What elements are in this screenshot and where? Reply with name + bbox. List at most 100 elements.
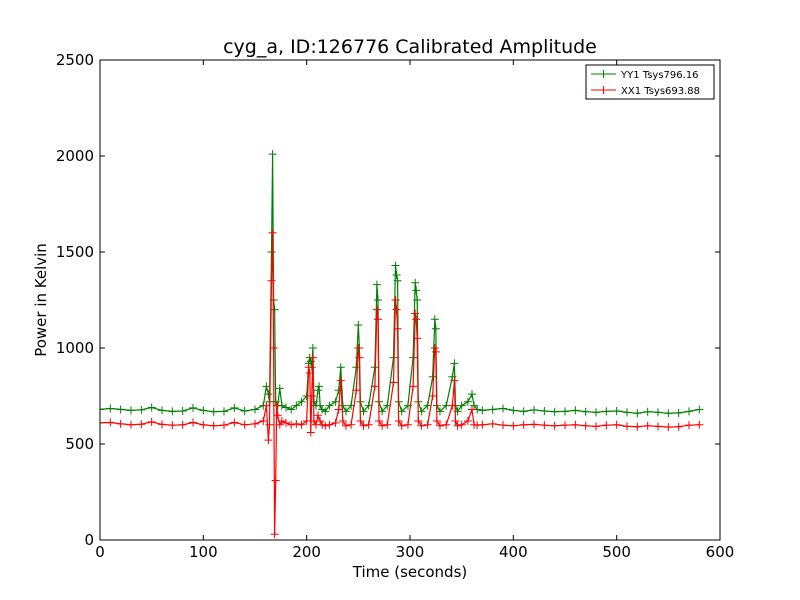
data-point-xx1 [442,420,451,429]
data-point-xx1 [147,417,156,426]
data-point-yy1 [488,405,497,414]
data-point-yy1 [292,401,301,410]
data-point-yy1 [251,405,259,414]
data-point-yy1 [372,280,381,289]
data-point-xx1 [316,416,325,425]
data-point-xx1 [287,420,296,429]
data-point-xx1 [302,416,311,425]
data-point-yy1 [664,409,673,418]
x-tick-label: 600 [706,543,735,561]
data-point-yy1 [468,390,476,399]
data-point-xx1 [325,420,334,429]
data-point-xx1 [488,419,497,428]
data-point-yy1 [623,408,631,417]
data-point-xx1 [450,376,459,385]
data-point-yy1 [106,404,115,413]
data-point-xx1 [158,420,166,429]
data-point-xx1 [321,421,330,430]
chart-title: cyg_a, ID:126776 Calibrated Amplitude [223,36,597,58]
data-point-xx1 [431,347,440,356]
data-point-yy1 [430,315,439,324]
data-point-yy1 [457,401,466,410]
data-point-yy1 [262,382,271,391]
data-point-yy1 [581,407,590,416]
data-point-xx1 [220,421,228,430]
data-point-yy1 [209,407,218,416]
data-point-yy1 [550,407,559,416]
legend: YY1 Tsys796.16 XX1 Tsys693.88 [585,64,715,100]
data-point-yy1 [268,150,277,159]
data-point-xx1 [378,421,387,430]
data-point-yy1 [308,344,317,352]
data-point-xx1 [282,418,290,427]
data-point-xx1 [240,420,249,429]
data-point-yy1 [423,401,432,410]
data-point-xx1 [334,405,343,414]
data-point-xx1 [428,392,437,400]
data-point-xx1 [230,418,239,427]
data-point-yy1 [341,407,350,416]
data-point-xx1 [633,422,642,431]
data-point-xx1 [306,428,315,437]
data-point-yy1 [271,397,280,406]
data-point-xx1 [267,276,276,285]
legend-marker-xx1 [599,86,608,94]
data-point-xx1 [270,530,279,539]
data-point-xx1 [383,420,392,429]
y-tick-label: 0 [84,531,94,549]
data-point-xx1 [478,420,487,429]
data-point-yy1 [499,404,507,413]
data-point-xx1 [453,421,462,430]
data-point-xx1 [411,309,420,318]
data-point-yy1 [352,363,361,372]
data-point-xx1 [499,421,507,430]
data-point-xx1 [341,421,350,430]
data-point-xx1 [432,416,441,425]
data-point-yy1 [314,386,323,395]
data-point-xx1 [457,420,466,429]
data-point-xx1 [530,420,538,429]
data-point-yy1 [297,397,306,406]
data-point-yy1 [270,305,279,314]
data-point-xx1 [305,368,314,377]
x-axis-label: Time (seconds) [352,563,468,581]
legend-marker-yy1 [599,70,608,78]
data-point-yy1 [264,390,273,399]
data-point-xx1 [314,411,323,420]
data-point-yy1 [338,401,347,410]
data-point-yy1 [530,405,538,414]
data-point-xx1 [275,420,284,429]
data-point-yy1 [240,406,249,415]
data-point-xx1 [356,416,365,425]
data-point-xx1 [550,421,559,430]
data-point-yy1 [571,406,580,415]
data-point-xx1 [338,416,347,425]
data-point-xx1 [352,386,361,395]
data-point-yy1 [282,403,290,412]
data-point-xx1 [178,420,187,429]
data-point-xx1 [695,420,704,429]
data-point-xx1 [581,421,590,430]
y-tick-label: 1500 [56,243,94,261]
data-point-xx1 [259,416,268,425]
legend-label-yy1: YY1 Tsys796.16 [620,70,699,81]
data-point-yy1 [412,286,421,295]
data-point-yy1 [674,408,683,417]
data-point-xx1 [370,382,379,391]
data-point-xx1 [664,423,673,432]
plot-area [100,150,704,539]
data-point-xx1 [189,418,197,427]
data-point-yy1 [478,406,487,415]
y-tick-label: 500 [65,435,94,453]
data-point-xx1 [592,422,600,431]
data-point-xx1 [331,418,340,427]
x-tick-label: 0 [95,543,105,561]
data-point-xx1 [623,422,631,431]
data-point-xx1 [262,401,271,410]
data-point-xx1 [373,315,382,324]
data-point-yy1 [178,406,187,415]
data-point-xx1 [336,376,345,385]
x-tick-label: 200 [292,543,321,561]
data-point-yy1 [287,405,296,414]
